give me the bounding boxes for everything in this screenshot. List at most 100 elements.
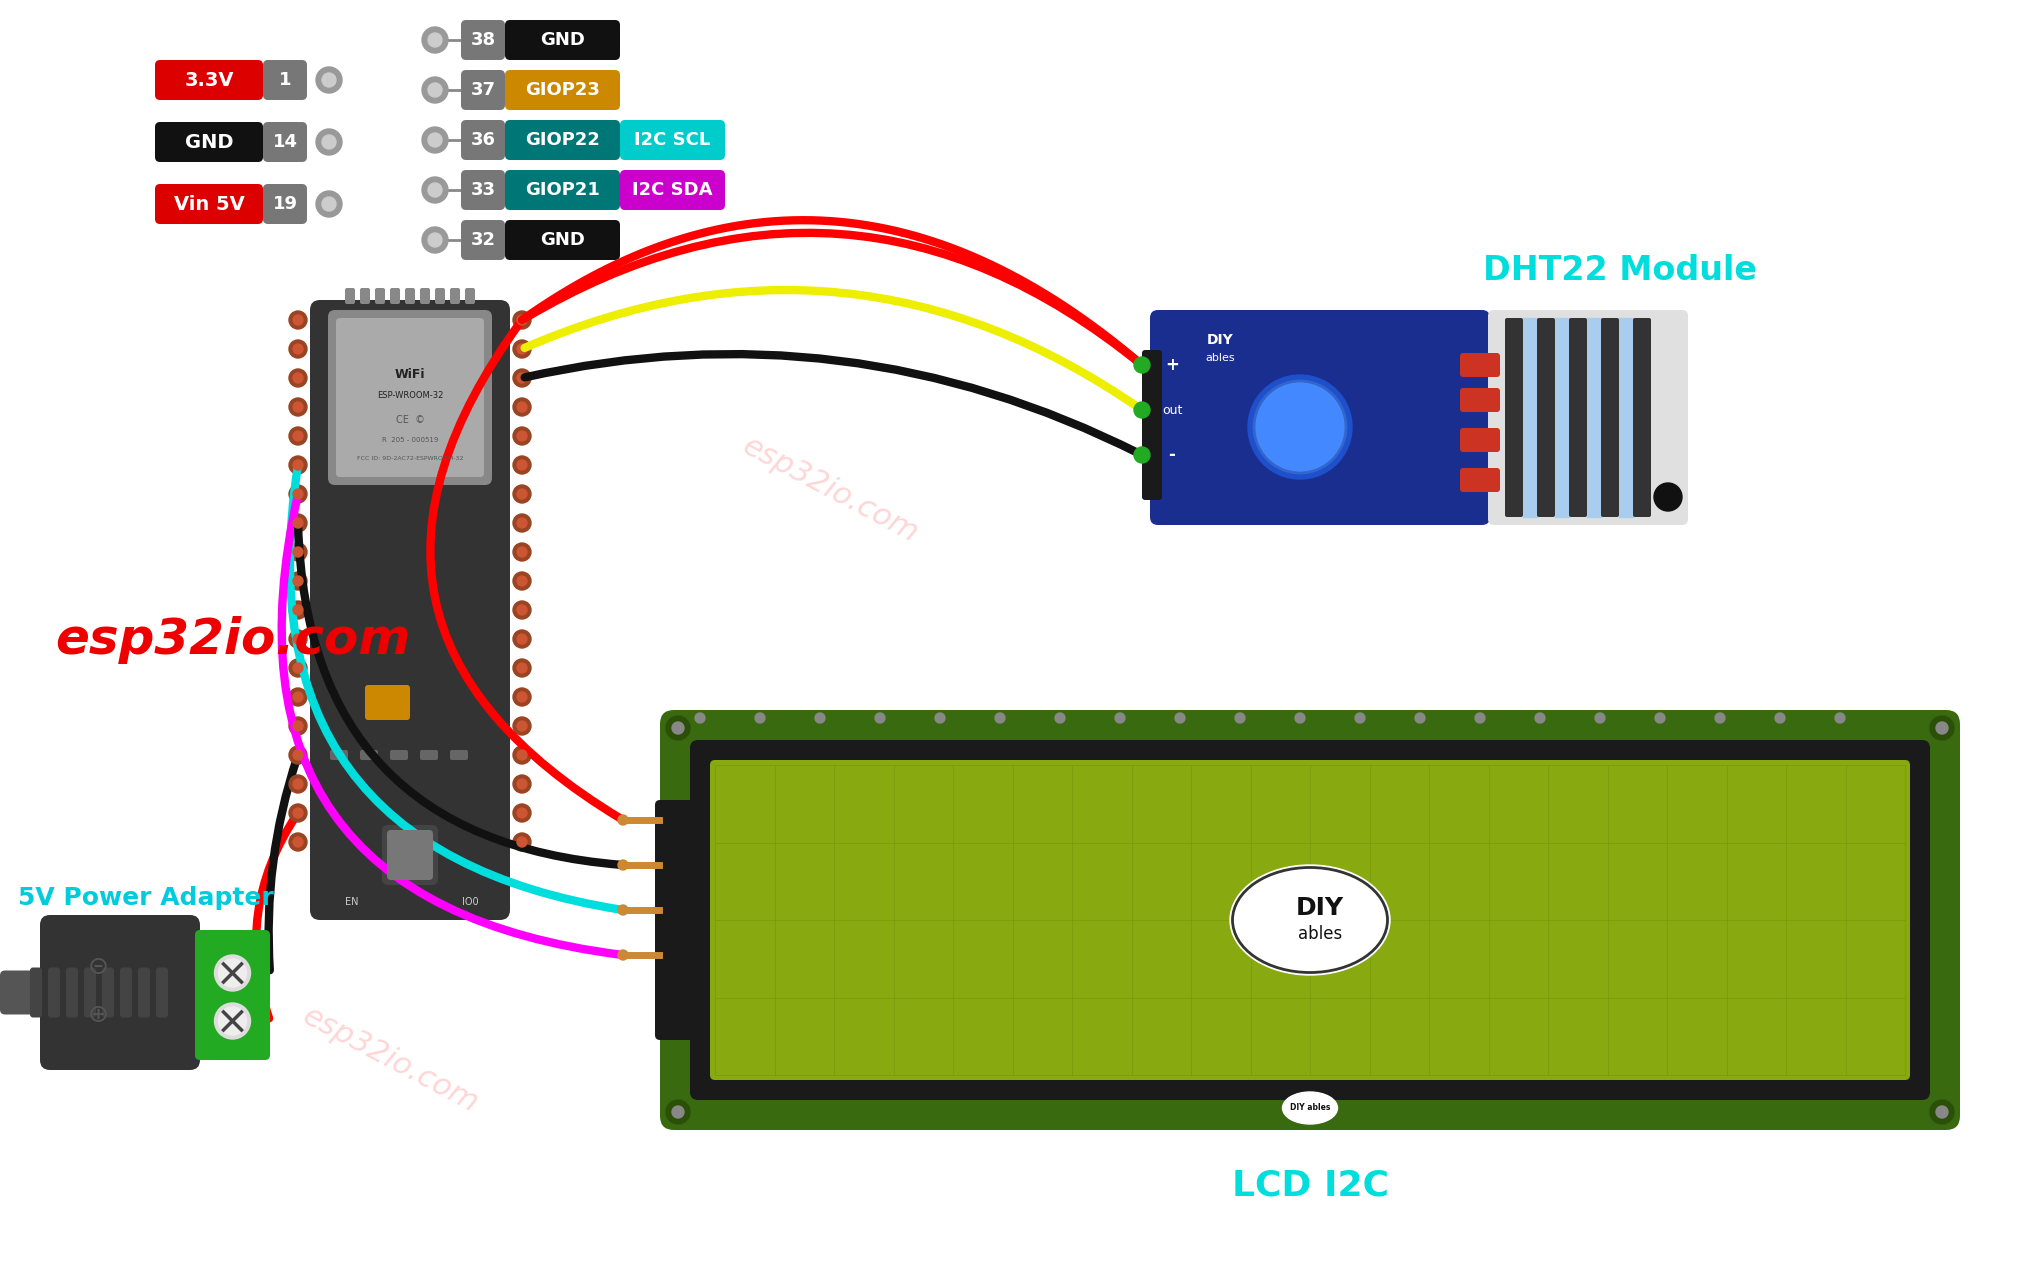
- Circle shape: [1296, 713, 1306, 723]
- Circle shape: [1715, 713, 1725, 723]
- Circle shape: [293, 605, 303, 615]
- FancyBboxPatch shape: [450, 287, 460, 304]
- Text: DIY ables: DIY ables: [1290, 1104, 1330, 1113]
- Circle shape: [293, 403, 303, 411]
- Text: WiFi: WiFi: [396, 368, 426, 381]
- Text: +: +: [1164, 356, 1179, 373]
- Circle shape: [293, 315, 303, 325]
- Circle shape: [289, 833, 307, 851]
- Circle shape: [513, 341, 531, 358]
- Text: 3.3V: 3.3V: [184, 71, 234, 90]
- FancyBboxPatch shape: [365, 685, 410, 720]
- Circle shape: [293, 663, 303, 674]
- Circle shape: [513, 717, 531, 736]
- Circle shape: [755, 713, 765, 723]
- FancyBboxPatch shape: [337, 318, 484, 477]
- FancyBboxPatch shape: [40, 915, 200, 1070]
- FancyBboxPatch shape: [460, 220, 504, 260]
- Text: GND: GND: [541, 230, 585, 249]
- FancyBboxPatch shape: [656, 800, 745, 1039]
- Circle shape: [293, 547, 303, 557]
- Circle shape: [293, 430, 303, 441]
- Circle shape: [517, 315, 527, 325]
- FancyBboxPatch shape: [262, 60, 307, 100]
- Circle shape: [289, 630, 307, 648]
- Circle shape: [317, 67, 341, 92]
- Circle shape: [618, 905, 628, 915]
- FancyBboxPatch shape: [381, 825, 438, 885]
- Text: FCC ID: 9D-2AC72-ESPWROOM-32: FCC ID: 9D-2AC72-ESPWROOM-32: [357, 456, 464, 461]
- Text: DHT22 Module: DHT22 Module: [1483, 253, 1758, 286]
- FancyBboxPatch shape: [85, 967, 97, 1018]
- Text: -: -: [1168, 446, 1174, 465]
- Circle shape: [428, 233, 442, 247]
- Text: esp32io.com: esp32io.com: [297, 1001, 482, 1119]
- Circle shape: [293, 693, 303, 703]
- Circle shape: [1536, 713, 1546, 723]
- Text: R  205 - 000519: R 205 - 000519: [381, 437, 438, 443]
- Circle shape: [289, 804, 307, 822]
- FancyBboxPatch shape: [389, 287, 400, 304]
- Text: LCD I2C: LCD I2C: [1231, 1169, 1388, 1201]
- FancyBboxPatch shape: [387, 830, 434, 880]
- FancyBboxPatch shape: [329, 310, 492, 485]
- Circle shape: [289, 660, 307, 677]
- FancyBboxPatch shape: [1459, 353, 1499, 377]
- Ellipse shape: [1233, 867, 1388, 972]
- Circle shape: [666, 1100, 690, 1124]
- Circle shape: [289, 746, 307, 763]
- FancyBboxPatch shape: [504, 170, 620, 210]
- Circle shape: [513, 833, 531, 851]
- Circle shape: [218, 1006, 246, 1036]
- FancyBboxPatch shape: [450, 749, 468, 760]
- Text: DIY: DIY: [1296, 896, 1344, 920]
- Circle shape: [1929, 717, 1953, 741]
- FancyBboxPatch shape: [103, 967, 113, 1018]
- Text: IO0: IO0: [462, 898, 478, 906]
- Circle shape: [517, 693, 527, 703]
- FancyBboxPatch shape: [420, 749, 438, 760]
- Circle shape: [289, 456, 307, 473]
- Bar: [1586, 318, 1600, 517]
- FancyBboxPatch shape: [262, 122, 307, 162]
- Circle shape: [672, 1106, 684, 1118]
- FancyBboxPatch shape: [1142, 349, 1162, 500]
- Circle shape: [1475, 713, 1485, 723]
- Circle shape: [513, 427, 531, 446]
- Circle shape: [513, 311, 531, 329]
- Circle shape: [517, 722, 527, 730]
- Circle shape: [422, 177, 448, 203]
- Circle shape: [422, 27, 448, 53]
- Bar: [1618, 318, 1633, 517]
- FancyBboxPatch shape: [1633, 318, 1651, 517]
- FancyBboxPatch shape: [359, 749, 377, 760]
- Circle shape: [517, 547, 527, 557]
- Circle shape: [513, 398, 531, 417]
- FancyBboxPatch shape: [48, 967, 61, 1018]
- Text: 37: 37: [470, 81, 496, 99]
- Circle shape: [694, 713, 704, 723]
- Circle shape: [513, 687, 531, 706]
- Text: CE  ©: CE ©: [396, 415, 424, 425]
- Circle shape: [1116, 713, 1124, 723]
- FancyBboxPatch shape: [155, 184, 262, 224]
- FancyBboxPatch shape: [1570, 318, 1586, 517]
- FancyBboxPatch shape: [196, 931, 270, 1060]
- FancyBboxPatch shape: [1505, 318, 1524, 517]
- FancyBboxPatch shape: [375, 287, 385, 304]
- Circle shape: [293, 749, 303, 760]
- Circle shape: [289, 485, 307, 503]
- Circle shape: [1134, 403, 1150, 418]
- Circle shape: [1594, 713, 1604, 723]
- Circle shape: [293, 779, 303, 789]
- FancyBboxPatch shape: [1600, 318, 1618, 517]
- FancyBboxPatch shape: [1150, 310, 1489, 525]
- Circle shape: [323, 197, 337, 211]
- FancyBboxPatch shape: [1459, 387, 1499, 411]
- Circle shape: [513, 660, 531, 677]
- Text: esp32io.com: esp32io.com: [737, 432, 922, 548]
- Text: I2C SCL: I2C SCL: [634, 130, 710, 149]
- Circle shape: [517, 576, 527, 586]
- Circle shape: [289, 687, 307, 706]
- Circle shape: [289, 572, 307, 590]
